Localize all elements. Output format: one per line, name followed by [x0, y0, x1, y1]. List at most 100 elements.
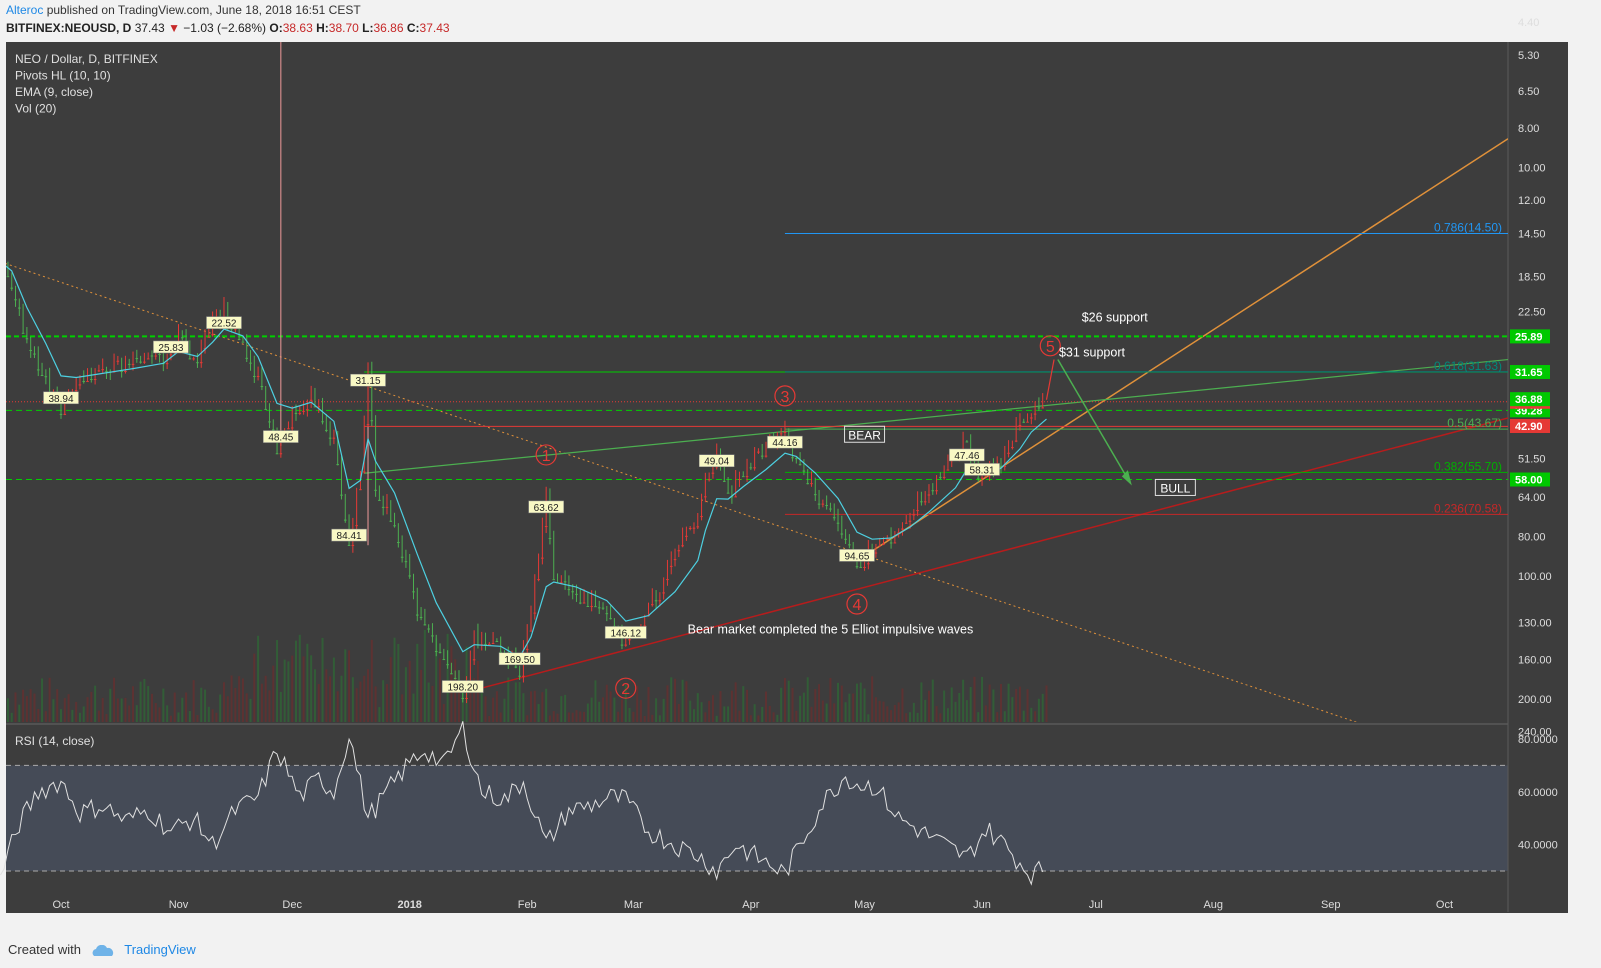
volume-bar: [939, 713, 942, 722]
volume-bar: [969, 686, 972, 722]
price-label-box: [1510, 472, 1550, 487]
volume-bar: [431, 685, 434, 722]
volume-bar: [696, 693, 699, 722]
price-tick: 160.00: [1518, 655, 1552, 667]
candle-body: [33, 353, 36, 355]
volume-bar: [158, 707, 161, 722]
candle-body: [116, 360, 120, 362]
volume-bar: [192, 680, 195, 722]
candle-body: [760, 455, 764, 457]
footer-created-text: Created with: [8, 942, 81, 957]
candle-body: [518, 675, 521, 677]
time-tick: Oct: [52, 899, 69, 911]
volume-bar: [746, 689, 749, 722]
candle-body: [605, 613, 609, 615]
time-tick: Jul: [1089, 899, 1103, 911]
volume-bar: [715, 715, 718, 722]
volume-bar: [871, 676, 874, 722]
volume-bar: [833, 703, 836, 722]
candle-body: [620, 644, 624, 646]
volume-bar: [3, 711, 5, 722]
volume-bar: [886, 706, 889, 722]
candle-body: [522, 675, 525, 677]
candle-body: [537, 579, 540, 581]
volume-bar: [389, 657, 392, 722]
volume-bar: [44, 711, 47, 722]
volume-bar: [52, 699, 55, 722]
green-support-line: [364, 358, 1508, 474]
volume-bar: [533, 690, 536, 722]
candle-body: [874, 552, 878, 554]
volume-bar: [723, 706, 726, 722]
price-label-box: [1510, 329, 1550, 344]
candle-body: [552, 579, 556, 581]
volume-bar: [97, 710, 100, 722]
volume-bar: [818, 684, 821, 722]
volume-ma-line: [0, 0, 1046, 14]
tradingview-cloud-icon: [92, 944, 113, 956]
annotation-text: $31 support: [1059, 346, 1126, 360]
candle-body: [415, 614, 419, 616]
price-tick: 10.00: [1518, 163, 1546, 175]
volume-bar: [234, 687, 237, 722]
volume-bar: [306, 643, 309, 722]
candle-body: [237, 338, 241, 340]
volume-bar: [757, 715, 760, 722]
volume-bar: [401, 694, 404, 722]
rsi-tick: 60.0000: [1518, 787, 1558, 799]
volume-bar: [442, 704, 445, 722]
volume-bar: [920, 682, 923, 722]
candle-body: [984, 475, 988, 477]
volume-bar: [996, 712, 999, 722]
volume-bar: [674, 678, 677, 722]
volume-bar: [711, 695, 714, 722]
volume-bar: [958, 692, 961, 722]
price-tick: 240.00: [1518, 727, 1552, 739]
volume-bar: [29, 689, 32, 722]
time-tick: Jun: [973, 899, 991, 911]
volume-bar: [78, 712, 81, 722]
candle-body: [578, 602, 582, 604]
candle-body: [707, 479, 711, 481]
candle-body: [859, 566, 863, 568]
candle-body: [1007, 452, 1010, 454]
volume-bar: [772, 712, 775, 722]
open-value: 38.63: [282, 21, 313, 35]
volume-bar: [837, 682, 840, 722]
candle-body: [1003, 465, 1007, 467]
volume-bar: [408, 660, 411, 722]
candle-body: [211, 334, 214, 336]
pivot-label-box: [263, 430, 299, 443]
candle-body: [791, 457, 794, 459]
volume-bar: [181, 697, 184, 722]
price-tick: 6.50: [1518, 86, 1539, 98]
volume-bar: [82, 706, 85, 722]
volume-bar: [806, 677, 809, 722]
volume-bar: [825, 703, 828, 722]
candle-body: [783, 431, 787, 433]
candle-body: [423, 624, 427, 626]
volume-bar: [86, 697, 89, 722]
volume-bar: [950, 687, 953, 722]
volume-bar: [912, 702, 915, 722]
volume-bar: [1007, 683, 1010, 722]
volume-bar: [116, 698, 119, 722]
candle-body: [658, 600, 662, 602]
candle-body: [541, 557, 544, 559]
candle-body: [381, 506, 385, 508]
annotation-label: BULL: [1160, 481, 1190, 495]
volume-bar: [897, 702, 900, 722]
candle-body: [431, 635, 434, 637]
candle-body: [86, 381, 89, 383]
tradingview-link[interactable]: TradingView: [124, 942, 196, 957]
candle-body: [931, 490, 935, 492]
pivot-label-box: [964, 463, 1000, 476]
author-link[interactable]: Alteroc: [6, 3, 44, 17]
volume-bar: [708, 700, 711, 722]
volume-bar: [799, 695, 802, 722]
volume-bar: [135, 705, 138, 722]
wave-label: 1: [542, 448, 551, 465]
candle-body: [533, 612, 537, 614]
volume-bar: [469, 686, 472, 722]
